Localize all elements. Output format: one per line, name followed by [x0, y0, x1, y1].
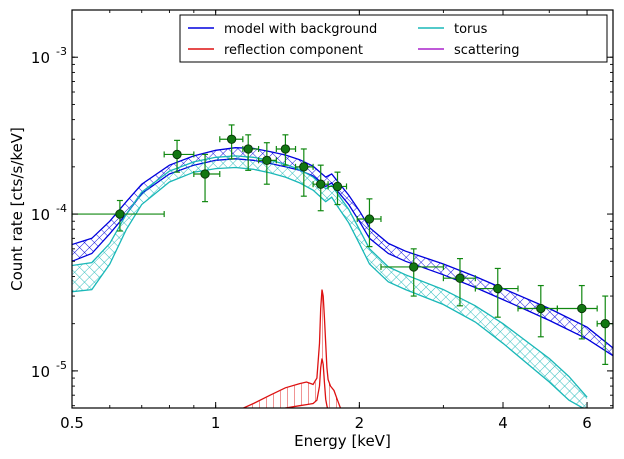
- legend-item: reflection component: [188, 43, 363, 58]
- data-point: [193, 153, 221, 203]
- legend-label: scattering: [454, 43, 520, 58]
- data-marker: [536, 303, 546, 314]
- x-tick-label: 2: [355, 414, 365, 432]
- data-marker: [600, 319, 610, 329]
- legend-item: scattering: [418, 43, 520, 58]
- data-marker: [262, 155, 272, 165]
- data-marker: [493, 283, 503, 294]
- data-point: [474, 267, 519, 318]
- y-tick-exponent: -4: [56, 202, 67, 215]
- axes: 0.5 1 2 4 6 10 -5 10 -4 10 -3 Energy [keV] Count rat…: [8, 9, 614, 450]
- data-point: [219, 124, 244, 160]
- y-tick-label: 10: [31, 363, 50, 381]
- legend-label: reflection component: [224, 43, 363, 58]
- data-marker: [172, 149, 182, 160]
- y-tick-exponent: -5: [56, 359, 67, 372]
- data-point: [242, 134, 260, 171]
- model-band: [72, 147, 613, 357]
- torus-lower-line: [72, 166, 585, 408]
- legend-box: [179, 14, 608, 63]
- data-marker: [200, 169, 210, 179]
- data-marker: [243, 144, 253, 154]
- x-tick-label: 0.5: [60, 414, 84, 432]
- data-point: [275, 134, 297, 166]
- data-point: [257, 142, 277, 185]
- data-marker: [316, 179, 326, 189]
- data-point: [517, 284, 558, 338]
- data-point: [72, 199, 165, 232]
- x-tick-label: 6: [582, 414, 592, 432]
- data-point: [380, 248, 444, 297]
- data-point: [356, 198, 382, 248]
- data-point: [327, 171, 348, 206]
- y-tick-label: 10: [31, 49, 50, 67]
- reflection-lower-line: [282, 358, 329, 408]
- data-point: [294, 148, 314, 197]
- y-tick-label: 10: [31, 206, 50, 224]
- data-marker: [577, 303, 587, 314]
- plot-area: [72, 124, 613, 408]
- data-point: [163, 139, 195, 173]
- data-point: [442, 257, 476, 307]
- data-marker: [409, 262, 419, 272]
- x-tick-label: 4: [498, 414, 508, 432]
- x-axis-title: Energy [keV]: [294, 432, 391, 450]
- data-marker: [280, 144, 291, 154]
- reflection-band-fill: [243, 289, 341, 408]
- reflection-band: [241, 289, 342, 408]
- y-tick-exponent: -3: [56, 45, 67, 58]
- legend-label: model with background: [224, 22, 377, 37]
- data-marker: [115, 209, 125, 219]
- y-axis-title: Count rate [cts/s/keV]: [8, 127, 26, 291]
- torus-band-hatch-b: [72, 155, 588, 408]
- torus-band: [72, 155, 588, 408]
- data-marker: [226, 134, 237, 144]
- x-tick-label: 1: [211, 414, 221, 432]
- model-band-hatch-b: [72, 147, 613, 356]
- legend-label: torus: [454, 22, 488, 37]
- reflection-upper-line: [241, 289, 342, 408]
- plot-frame: [71, 9, 614, 409]
- legend-item: torus: [418, 22, 488, 37]
- data-point: [556, 284, 598, 340]
- data-marker: [299, 162, 309, 172]
- data-point: [596, 295, 613, 366]
- data-marker: [455, 273, 465, 283]
- data-marker: [332, 181, 343, 192]
- legend: model with background torus reflection com…: [179, 14, 608, 63]
- model-upper-line: [72, 147, 613, 349]
- data-marker: [364, 214, 375, 224]
- legend-item: model with background: [188, 22, 377, 37]
